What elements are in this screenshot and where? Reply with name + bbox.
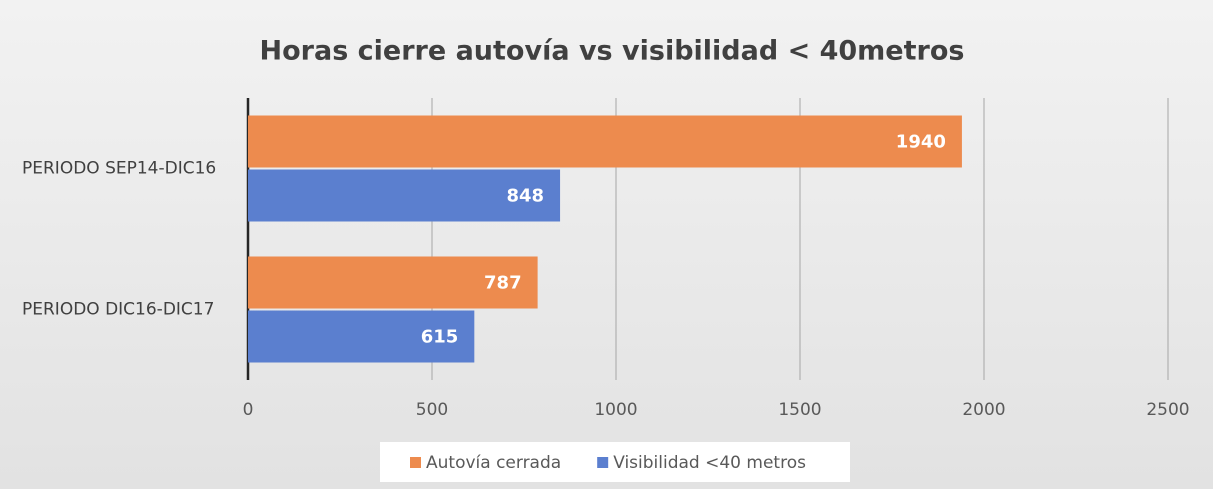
bar <box>248 115 962 168</box>
legend-swatch <box>410 457 421 468</box>
bar <box>248 256 538 309</box>
legend-swatch <box>597 457 609 468</box>
y-tick-label: PERIODO SEP14-DIC16 <box>22 159 216 179</box>
data-label: 1940 <box>896 132 946 153</box>
x-tick-label: 1500 <box>778 400 821 420</box>
legend-box <box>380 442 850 482</box>
y-tick-label: PERIODO DIC16-DIC17 <box>22 300 214 320</box>
data-label: 848 <box>506 186 544 207</box>
bar <box>248 310 475 363</box>
x-tick-label: 500 <box>416 400 448 420</box>
x-tick-label: 2000 <box>962 400 1005 420</box>
x-tick-label: 0 <box>243 400 254 420</box>
bar <box>248 169 561 222</box>
legend: Autovía cerrada Visibilidad <40 metros <box>380 442 850 482</box>
data-label: 615 <box>421 327 459 348</box>
data-label: 787 <box>484 273 522 294</box>
legend-label: Visibilidad <40 metros <box>613 453 806 473</box>
legend-label: Autovía cerrada <box>426 453 561 473</box>
x-tick-label: 1000 <box>594 400 637 420</box>
chart-title: Horas cierre autovía vs visibilidad < 40… <box>260 36 965 67</box>
x-tick-label: 2500 <box>1146 400 1189 420</box>
